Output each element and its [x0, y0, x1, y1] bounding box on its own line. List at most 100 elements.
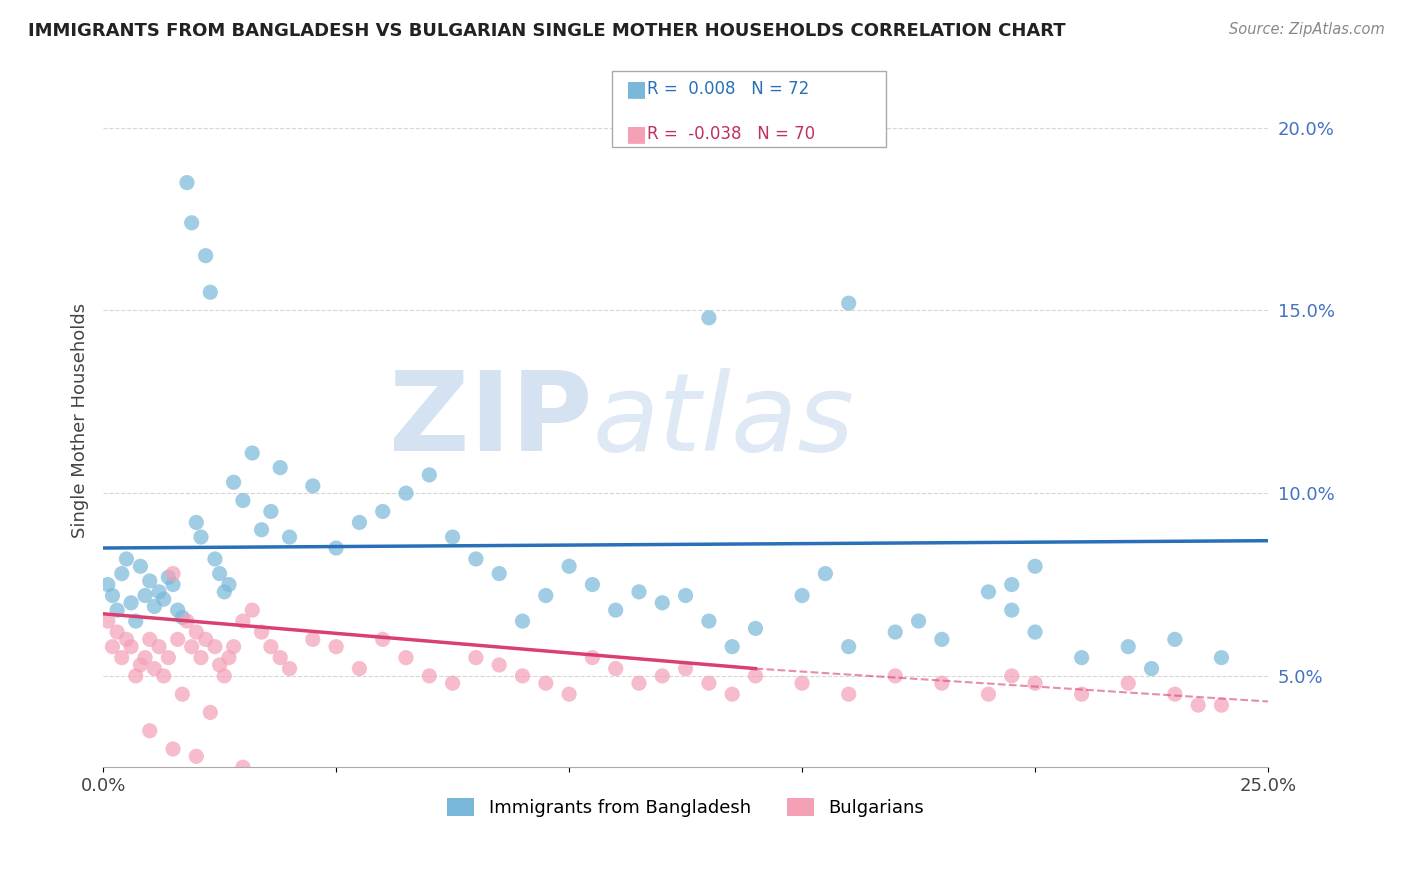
Point	[1070, 687, 1092, 701]
Point	[977, 585, 1000, 599]
Point	[204, 640, 226, 654]
Point	[214, 669, 236, 683]
Point	[371, 504, 394, 518]
Point	[558, 687, 581, 701]
Point	[162, 577, 184, 591]
Point	[884, 625, 907, 640]
Point	[232, 760, 254, 774]
Point	[1024, 625, 1046, 640]
Point	[581, 650, 603, 665]
Point	[675, 662, 697, 676]
Point	[1024, 676, 1046, 690]
Point	[134, 650, 156, 665]
Point	[232, 614, 254, 628]
Point	[208, 566, 231, 581]
Point	[115, 632, 138, 647]
Point	[534, 589, 557, 603]
Point	[1024, 559, 1046, 574]
Point	[1116, 640, 1139, 654]
Point	[325, 640, 347, 654]
Point	[488, 657, 510, 672]
Text: R =  0.008   N = 72: R = 0.008 N = 72	[647, 80, 808, 98]
Point	[143, 599, 166, 614]
Point	[250, 625, 273, 640]
Point	[581, 577, 603, 591]
Point	[152, 669, 174, 683]
Point	[194, 632, 217, 647]
Point	[349, 516, 371, 530]
Point	[208, 657, 231, 672]
Point	[138, 574, 160, 588]
Point	[186, 625, 208, 640]
Point	[129, 559, 152, 574]
Point	[180, 216, 202, 230]
Point	[180, 640, 202, 654]
Point	[186, 749, 208, 764]
Point	[143, 662, 166, 676]
Text: ■: ■	[626, 124, 647, 144]
Text: ■: ■	[626, 79, 647, 99]
Point	[418, 669, 440, 683]
Point	[190, 650, 212, 665]
Point	[301, 632, 323, 647]
Point	[790, 676, 813, 690]
Point	[269, 460, 291, 475]
Point	[125, 614, 148, 628]
Point	[101, 640, 124, 654]
Point	[176, 176, 198, 190]
Point	[101, 589, 124, 603]
Point	[651, 669, 673, 683]
Point	[1116, 676, 1139, 690]
Text: R =  -0.038   N = 70: R = -0.038 N = 70	[647, 125, 815, 143]
Point	[260, 504, 283, 518]
Point	[1070, 650, 1092, 665]
Point	[194, 249, 217, 263]
Point	[838, 640, 860, 654]
Point	[222, 640, 245, 654]
Point	[125, 669, 148, 683]
Text: atlas: atlas	[592, 368, 855, 473]
Point	[977, 687, 1000, 701]
Point	[1211, 698, 1233, 713]
Point	[111, 650, 134, 665]
Point	[260, 640, 283, 654]
Point	[157, 650, 180, 665]
Point	[1001, 603, 1024, 617]
Point	[697, 310, 720, 325]
Point	[218, 577, 240, 591]
Point	[349, 662, 371, 676]
Point	[675, 589, 697, 603]
Point	[129, 657, 152, 672]
Point	[269, 650, 291, 665]
Point	[418, 467, 440, 482]
Point	[464, 552, 486, 566]
Point	[1001, 669, 1024, 683]
Point	[240, 603, 263, 617]
Point	[534, 676, 557, 690]
Point	[884, 669, 907, 683]
Point	[697, 614, 720, 628]
Point	[162, 742, 184, 756]
Point	[464, 650, 486, 665]
Point	[166, 603, 188, 617]
Point	[558, 559, 581, 574]
Point	[1140, 662, 1163, 676]
Point	[176, 614, 198, 628]
Point	[441, 676, 464, 690]
Point	[488, 566, 510, 581]
Point	[148, 585, 170, 599]
Point	[931, 632, 953, 647]
Point	[134, 589, 156, 603]
Point	[222, 475, 245, 490]
Point	[115, 552, 138, 566]
Point	[172, 687, 194, 701]
Point	[105, 625, 128, 640]
Point	[931, 676, 953, 690]
Point	[278, 662, 301, 676]
Point	[97, 614, 120, 628]
Point	[157, 570, 180, 584]
Point	[232, 493, 254, 508]
Y-axis label: Single Mother Households: Single Mother Households	[72, 302, 89, 538]
Point	[200, 285, 222, 300]
Point	[166, 632, 188, 647]
